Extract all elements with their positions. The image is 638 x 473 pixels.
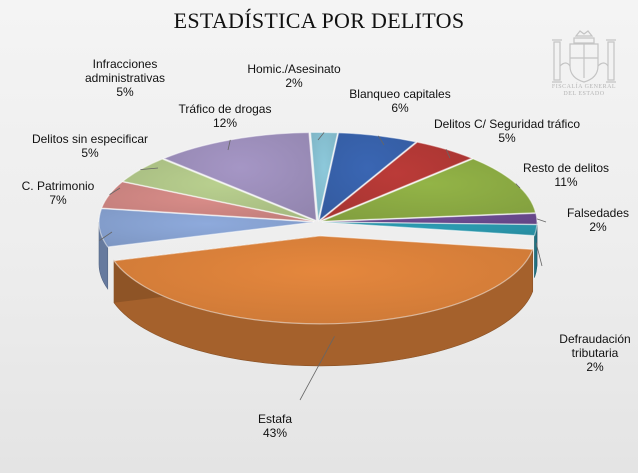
leader-line-8 bbox=[109, 187, 121, 195]
slice-label-name-4: Falsedades bbox=[567, 206, 629, 220]
slice-label-name-0: Homic./Asesinato bbox=[247, 62, 341, 76]
slice-label-value-8: 5% bbox=[81, 146, 99, 160]
slice-label-value-0: 2% bbox=[285, 76, 303, 90]
slice-label-name-5-0: Defraudación bbox=[559, 332, 630, 346]
slice-label-name-3: Resto de delitos bbox=[523, 161, 609, 175]
slice-label-value-4: 2% bbox=[589, 220, 607, 234]
slice-label-value-3: 11% bbox=[554, 175, 577, 189]
leader-line-3 bbox=[515, 183, 521, 189]
slice-label-value-6: 43% bbox=[263, 426, 287, 440]
slice-label-value-2: 5% bbox=[498, 131, 516, 145]
leader-line-4 bbox=[536, 218, 547, 223]
slice-label-value-7: 7% bbox=[49, 193, 67, 207]
pie-slice-3 bbox=[321, 158, 537, 222]
slice-label-name-9-1: administrativas bbox=[85, 71, 165, 85]
slice-label-name-7: C. Patrimonio bbox=[22, 179, 95, 193]
leader-line-10 bbox=[227, 139, 231, 151]
pie-slice-5 bbox=[321, 221, 538, 237]
slice-label-value-1: 6% bbox=[391, 101, 409, 115]
slice-label-name-10: Tráfico de drogas bbox=[179, 102, 272, 116]
leader-line-0 bbox=[317, 132, 325, 141]
slice-label-value-10: 12% bbox=[213, 116, 237, 130]
leader-line-5 bbox=[535, 242, 543, 267]
slice-label-name-1: Blanqueo capitales bbox=[349, 87, 450, 101]
logo-caption: FISCALÍA GENERAL DEL ESTADO bbox=[551, 84, 617, 97]
leader-line-6 bbox=[299, 336, 335, 401]
leader-line-1 bbox=[378, 135, 385, 146]
slice-label-name-5-1: tributaria bbox=[572, 346, 619, 360]
slice-label-name-6: Estafa bbox=[258, 412, 292, 426]
slice-label-name-8: Delitos sin especificar bbox=[32, 132, 148, 146]
slice-label-value-5: 2% bbox=[586, 360, 604, 374]
pie-slice-6 bbox=[112, 235, 534, 325]
slice-label-name-2: Delitos C/ Seguridad tráfico bbox=[434, 117, 580, 131]
leader-line-9 bbox=[140, 167, 159, 170]
leader-line-2 bbox=[445, 149, 451, 159]
pie-slice-10 bbox=[162, 131, 318, 222]
leader-line-7 bbox=[99, 231, 113, 241]
chart-title: ESTADÍSTICA POR DELITOS bbox=[173, 8, 465, 33]
pie-slice-9 bbox=[121, 158, 315, 222]
slice-label-name-9-0: Infracciones bbox=[93, 57, 158, 71]
pie-slice-7 bbox=[98, 208, 315, 248]
slice-label-value-9: 5% bbox=[116, 85, 134, 99]
pie-slice-0 bbox=[309, 131, 339, 221]
coat-of-arms-logo bbox=[552, 30, 616, 83]
